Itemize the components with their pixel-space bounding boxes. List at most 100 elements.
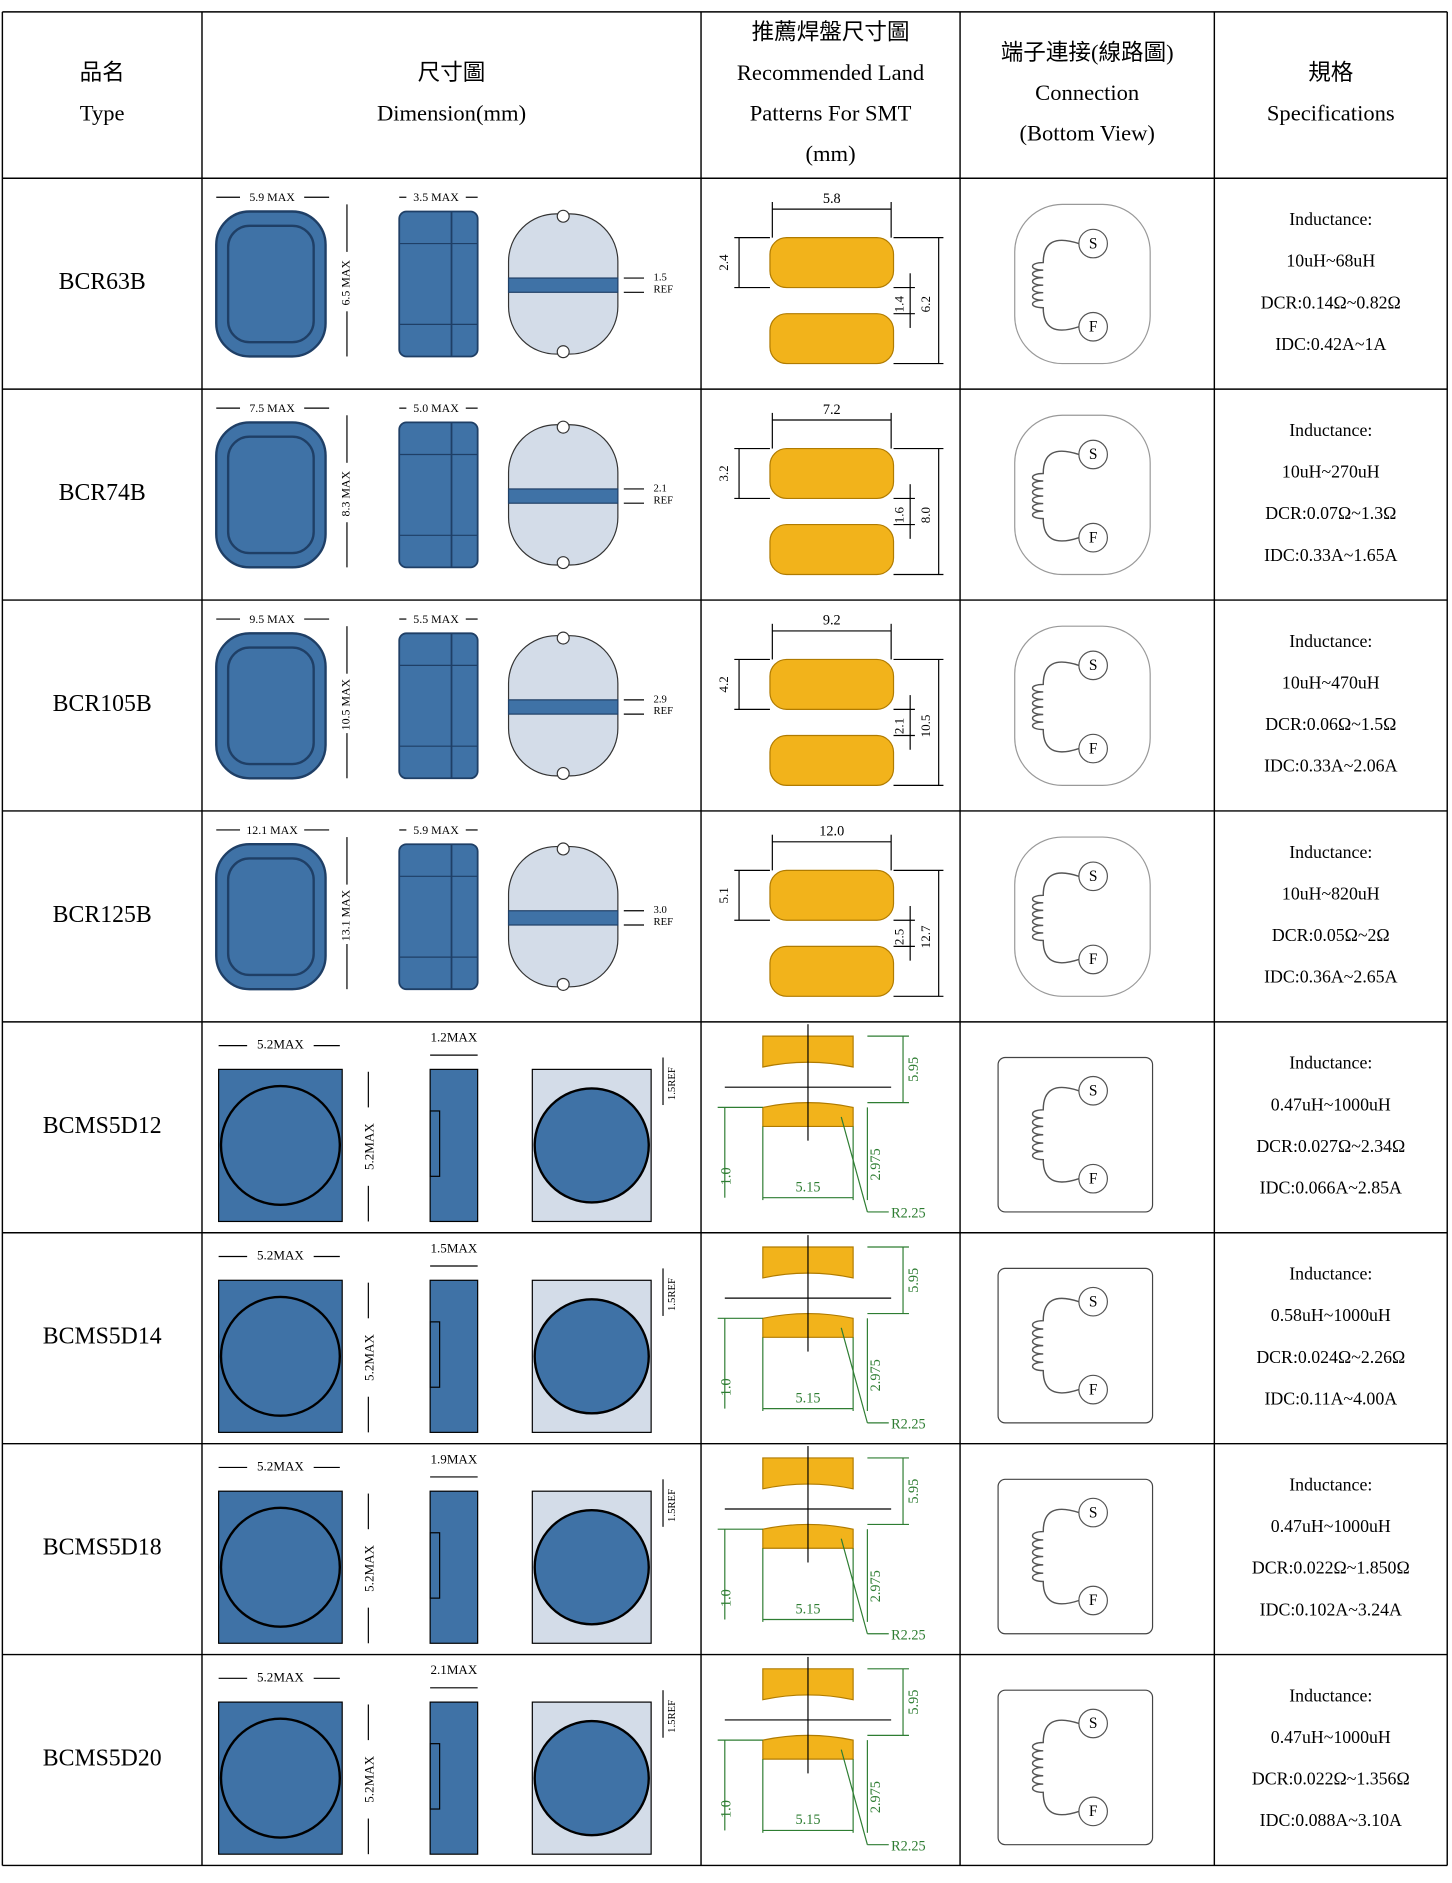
line <box>840 1538 868 1634</box>
terminal <box>1078 1374 1108 1405</box>
land-text: 12.7 <box>918 925 933 948</box>
spec-text: Inductance: <box>1289 1053 1372 1073</box>
land-text: 2.4 <box>716 254 731 271</box>
dim-text: 3.5 MAX <box>413 190 459 204</box>
header-text: Recommended Land <box>737 60 924 85</box>
spec-text: IDC:0.42A~1A <box>1275 334 1386 354</box>
type-name: BCMS5D20 <box>43 1745 162 1771</box>
dim-text: 5.0 MAX <box>413 401 459 415</box>
dim-text: 3.0 <box>654 904 667 916</box>
spec-text: DCR:0.05Ω~2Ω <box>1272 925 1390 945</box>
land-text: 5.95 <box>906 1690 922 1715</box>
spec-text: DCR:0.024Ω~2.26Ω <box>1256 1347 1405 1367</box>
land-text: 1.4 <box>892 296 907 313</box>
land-text: R2.25 <box>891 1838 925 1854</box>
shape <box>226 224 315 344</box>
shape <box>429 1068 479 1223</box>
coil <box>1031 450 1080 542</box>
shape <box>218 1490 343 1644</box>
header-text: 規格 <box>1308 60 1354 85</box>
coil <box>1031 872 1080 964</box>
pad <box>769 869 895 921</box>
outline <box>997 1056 1154 1213</box>
header-text: Connection <box>1035 80 1139 105</box>
dim-text: 1.5REF <box>666 1489 678 1522</box>
terminal-label: F <box>1089 1803 1098 1820</box>
terminal-label: F <box>1089 951 1098 968</box>
spec-text: Inductance: <box>1289 420 1372 440</box>
notch <box>556 766 570 781</box>
header-text: Type <box>80 100 125 125</box>
dim-text: 8.3 MAX <box>339 471 353 517</box>
coil <box>1031 1508 1080 1605</box>
type-name: BCMS5D12 <box>43 1113 162 1139</box>
winding <box>219 1084 342 1207</box>
header-text: Dimension(mm) <box>377 100 526 125</box>
terminal-label: F <box>1089 529 1098 546</box>
winding <box>533 1719 650 1837</box>
pad <box>769 523 895 576</box>
terminal <box>1078 1497 1108 1528</box>
land-text: 5.8 <box>823 191 841 207</box>
land-text: 5.1 <box>716 887 731 903</box>
shape <box>398 843 479 991</box>
land-text: 10.5 <box>918 714 933 737</box>
land-text: 5.15 <box>796 1601 821 1617</box>
dim-text: 1.5MAX <box>430 1240 477 1255</box>
land-text: 6.2 <box>918 296 933 312</box>
winding <box>219 1506 342 1628</box>
notch <box>556 842 570 856</box>
terminal-label: S <box>1089 657 1098 674</box>
spec-text: 10uH~470uH <box>1282 672 1380 692</box>
land-text: 5.95 <box>906 1268 922 1293</box>
land-text: 5.15 <box>796 1812 821 1828</box>
terminal <box>1078 944 1108 975</box>
spec-text: 0.47uH~1000uH <box>1271 1727 1391 1747</box>
spec-text: IDC:0.11A~4.00A <box>1264 1388 1397 1408</box>
dim-text: 1.5REF <box>666 1700 678 1733</box>
header-text: (mm) <box>805 141 855 166</box>
header-text: 推薦焊盤尺寸圖 <box>752 20 910 45</box>
outline <box>997 1478 1154 1635</box>
land-text: R2.25 <box>891 1417 925 1433</box>
shape <box>429 1321 441 1388</box>
header-text: 端子連接(線路圖) <box>1001 40 1174 65</box>
type-name: BCMS5D18 <box>43 1535 162 1561</box>
terminal-label: F <box>1089 1170 1098 1187</box>
terminal-label: S <box>1089 1504 1098 1521</box>
type-name: BCR105B <box>53 691 152 717</box>
dim-text: 9.5 MAX <box>249 612 295 626</box>
spec-text: DCR:0.06Ω~1.5Ω <box>1265 714 1396 734</box>
winding <box>533 1298 650 1415</box>
spec-text: 0.58uH~1000uH <box>1271 1305 1391 1325</box>
shape <box>507 488 619 504</box>
dim-text: 5.2MAX <box>362 1755 377 1802</box>
land-text: 4.2 <box>716 676 731 692</box>
terminal <box>1078 733 1108 764</box>
header-text: 品名 <box>80 60 125 85</box>
dim-text: 5.5 MAX <box>413 612 459 626</box>
land-text: 5.15 <box>796 1179 821 1195</box>
spec-text: Inductance: <box>1289 1685 1372 1705</box>
shape <box>507 277 619 293</box>
shape <box>226 435 315 555</box>
terminal-label: F <box>1089 318 1098 335</box>
terminal <box>1078 861 1108 892</box>
terminal-label: S <box>1089 1083 1098 1100</box>
shape <box>429 1279 479 1433</box>
dim-text: 6.5 MAX <box>339 260 353 306</box>
dim-text: 12.1 MAX <box>246 823 298 837</box>
land-text: R2.25 <box>891 1206 925 1222</box>
coil <box>1031 661 1080 753</box>
pad <box>769 313 895 365</box>
pad <box>769 734 895 786</box>
notch <box>556 631 570 645</box>
coil <box>1031 1297 1080 1394</box>
notch <box>556 345 570 359</box>
land-text: 8.0 <box>918 506 933 523</box>
land-text: 2.975 <box>868 1359 884 1391</box>
spec-text: 0.47uH~1000uH <box>1271 1516 1391 1536</box>
land-text: R2.25 <box>891 1627 925 1643</box>
coil <box>1031 1719 1080 1816</box>
header-text: Patterns For SMT <box>750 100 912 125</box>
